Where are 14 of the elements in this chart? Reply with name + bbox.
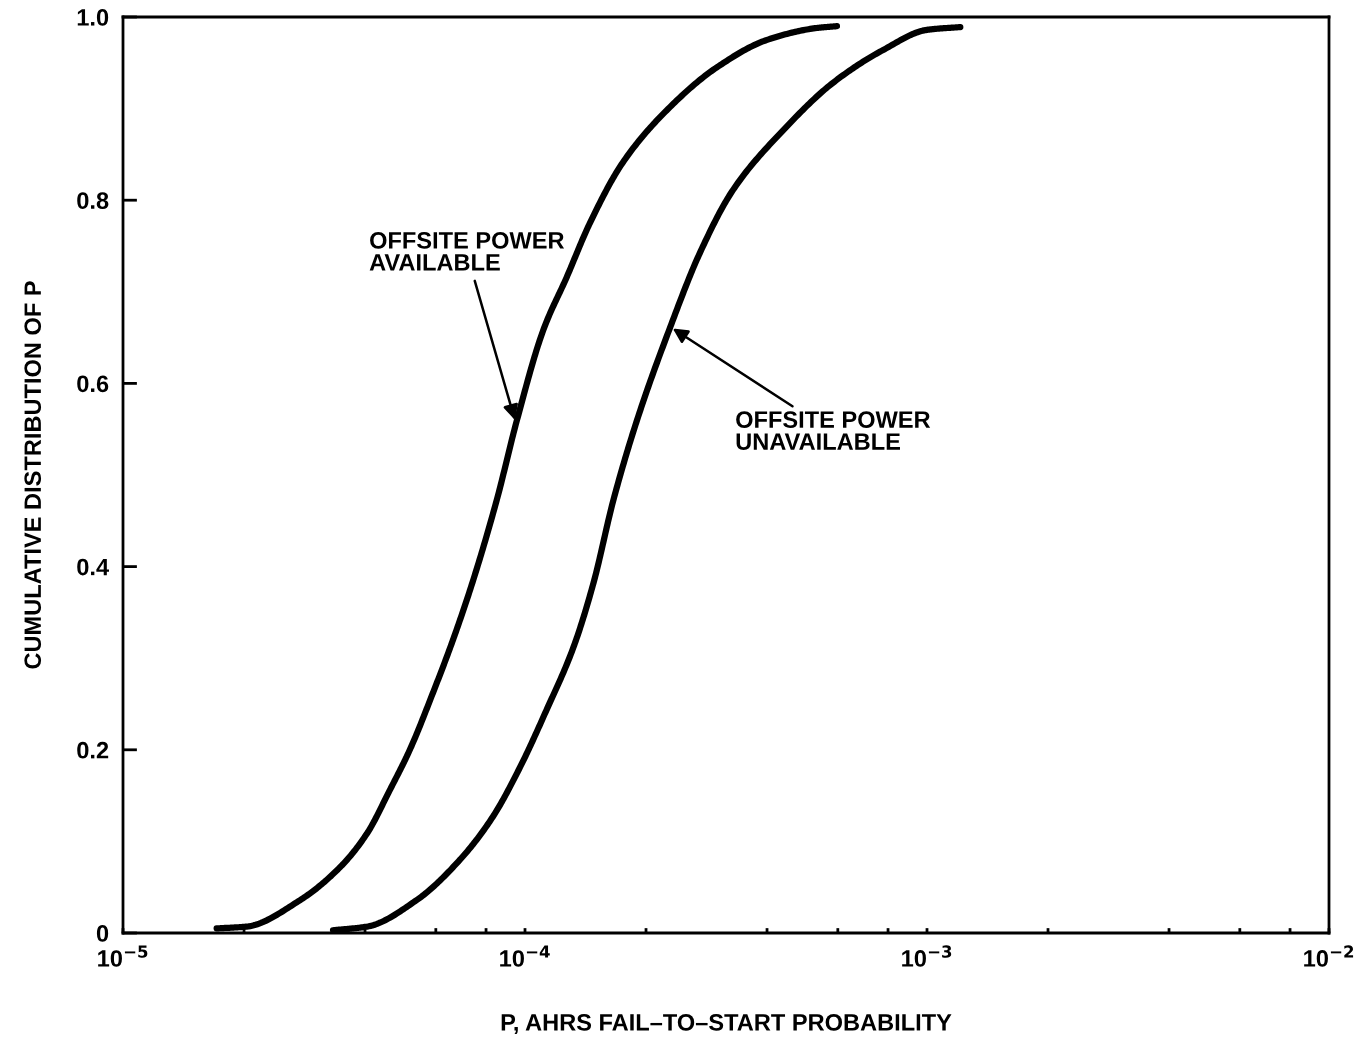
y-axis-title: CUMULATIVE DISTRIBUTION OF P [24, 281, 42, 669]
y-tick-label: 0.2 [77, 741, 109, 759]
y-tick-label: 0.8 [77, 192, 109, 209]
x-tick-label: 10$^{−3}$ [902, 945, 952, 967]
y-tick-label: 0.4 [77, 558, 109, 576]
x-tick-label: 10$^{−4}$ [500, 945, 550, 967]
annotation: OFFSITE POWER UNAVAILABLE [736, 411, 931, 450]
annotation: OFFSITE POWER AVAILABLE [369, 231, 565, 271]
y-tick-label: 0.6 [77, 375, 109, 393]
x-tick-label: 10$^{−2}$ [1304, 945, 1354, 967]
y-tick-label: 0 [96, 925, 109, 942]
x-axis-title: P, AHRS FAIL–TO–START PROBABILITY [501, 1013, 952, 1035]
y-tick-label: 1.0 [77, 9, 109, 26]
x-tick-label: 10$^{−5}$ [98, 945, 148, 967]
